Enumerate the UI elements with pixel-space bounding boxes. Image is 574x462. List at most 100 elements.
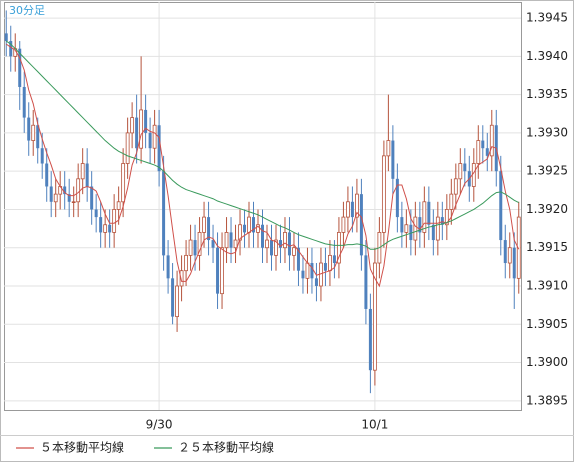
candle-body: [328, 254, 332, 272]
candle-body: [431, 224, 435, 241]
candle-body: [207, 217, 211, 241]
candle-body: [67, 194, 71, 202]
candle-body: [274, 239, 278, 256]
candle-body: [116, 201, 121, 210]
y-tick-label: 1.3940: [526, 49, 568, 63]
candle-body: [463, 163, 467, 172]
candle-body: [152, 124, 157, 149]
candle-body: [453, 178, 458, 195]
candle-body: [31, 124, 36, 141]
candle-body: [197, 232, 202, 256]
candle-body: [516, 216, 521, 279]
candle-body: [449, 193, 454, 210]
candle-body: [243, 224, 247, 233]
candle-body: [112, 209, 117, 233]
candle-body: [440, 217, 444, 225]
candle-body: [175, 285, 179, 318]
candle-body: [458, 163, 463, 180]
candle-body: [90, 186, 94, 210]
plot-frame: [4, 2, 522, 411]
candle-body: [381, 155, 386, 233]
candle-body: [296, 247, 300, 271]
candle-body: [256, 224, 260, 233]
candle-body: [211, 240, 215, 248]
y-tick-label: 1.3910: [526, 278, 568, 292]
candle-body: [346, 201, 350, 218]
candle-body: [418, 217, 422, 233]
candle-body: [103, 224, 108, 233]
y-tick-label: 1.3895: [526, 393, 568, 407]
candle-body: [444, 209, 449, 226]
candle-body: [391, 140, 395, 179]
candle-body: [395, 178, 399, 218]
candle-body: [355, 193, 359, 218]
candle-body: [247, 216, 251, 233]
candle-body: [99, 217, 103, 233]
candle-body: [287, 232, 291, 256]
candle-body: [265, 239, 269, 249]
y-tick-label: 1.3900: [526, 355, 568, 369]
candle-body: [507, 247, 512, 264]
candle-body: [45, 163, 49, 187]
candle-body: [292, 247, 296, 256]
candle-body: [481, 140, 485, 149]
y-tick-label: 1.3930: [526, 125, 568, 139]
candle-body: [435, 216, 440, 241]
candle-body: [350, 201, 354, 218]
candle-body: [49, 186, 53, 202]
candle-body: [184, 254, 188, 272]
candle-body: [108, 224, 112, 233]
candle-body: [53, 193, 58, 203]
candle-body: [148, 132, 152, 149]
candle-body: [94, 209, 98, 218]
candle-body: [121, 163, 126, 203]
candle-body: [413, 216, 418, 241]
candle-body: [229, 232, 233, 248]
candle-body: [130, 117, 135, 134]
candle-body: [166, 255, 170, 279]
candle-body: [9, 41, 13, 57]
y-tick-label: 1.3920: [526, 202, 568, 216]
candle-body: [400, 217, 404, 233]
candle-body: [188, 239, 193, 256]
candle-body: [216, 247, 220, 294]
candle-body: [76, 178, 81, 203]
candle-body: [409, 224, 413, 241]
candle-body: [512, 247, 516, 279]
moving-average-line: [5, 43, 520, 288]
candle-body: [171, 278, 175, 317]
y-tick-label: 1.3905: [526, 317, 568, 331]
candle-body: [427, 201, 431, 225]
candle-body: [310, 263, 314, 279]
candle-body: [252, 217, 256, 233]
candle-body: [135, 117, 139, 149]
candle-body: [224, 232, 229, 249]
y-tick-label: 1.3935: [526, 87, 568, 101]
candle-body: [301, 270, 305, 279]
legend-label: ５本移動平均線: [40, 440, 124, 455]
candle-body: [63, 186, 67, 195]
candle-body: [283, 232, 287, 249]
candle-body: [323, 263, 327, 271]
candle-body: [476, 140, 481, 164]
candle-body: [386, 140, 391, 157]
candle-body: [144, 109, 148, 133]
candle-body: [125, 132, 130, 164]
candle-body: [485, 148, 489, 156]
candle-body: [314, 278, 318, 286]
candle-body: [359, 194, 363, 256]
candle-body: [80, 163, 85, 180]
y-tick-label: 1.3925: [526, 164, 568, 178]
candle-body: [503, 240, 507, 264]
legend-label: ２５本移動平均線: [178, 440, 274, 455]
candle-body: [85, 163, 89, 187]
candle-body: [27, 117, 31, 141]
x-tick-label: 10/1: [361, 418, 388, 432]
candle-body: [193, 240, 197, 256]
candle-body: [332, 255, 336, 264]
candle-body: [36, 125, 40, 149]
candle-body: [489, 124, 494, 157]
